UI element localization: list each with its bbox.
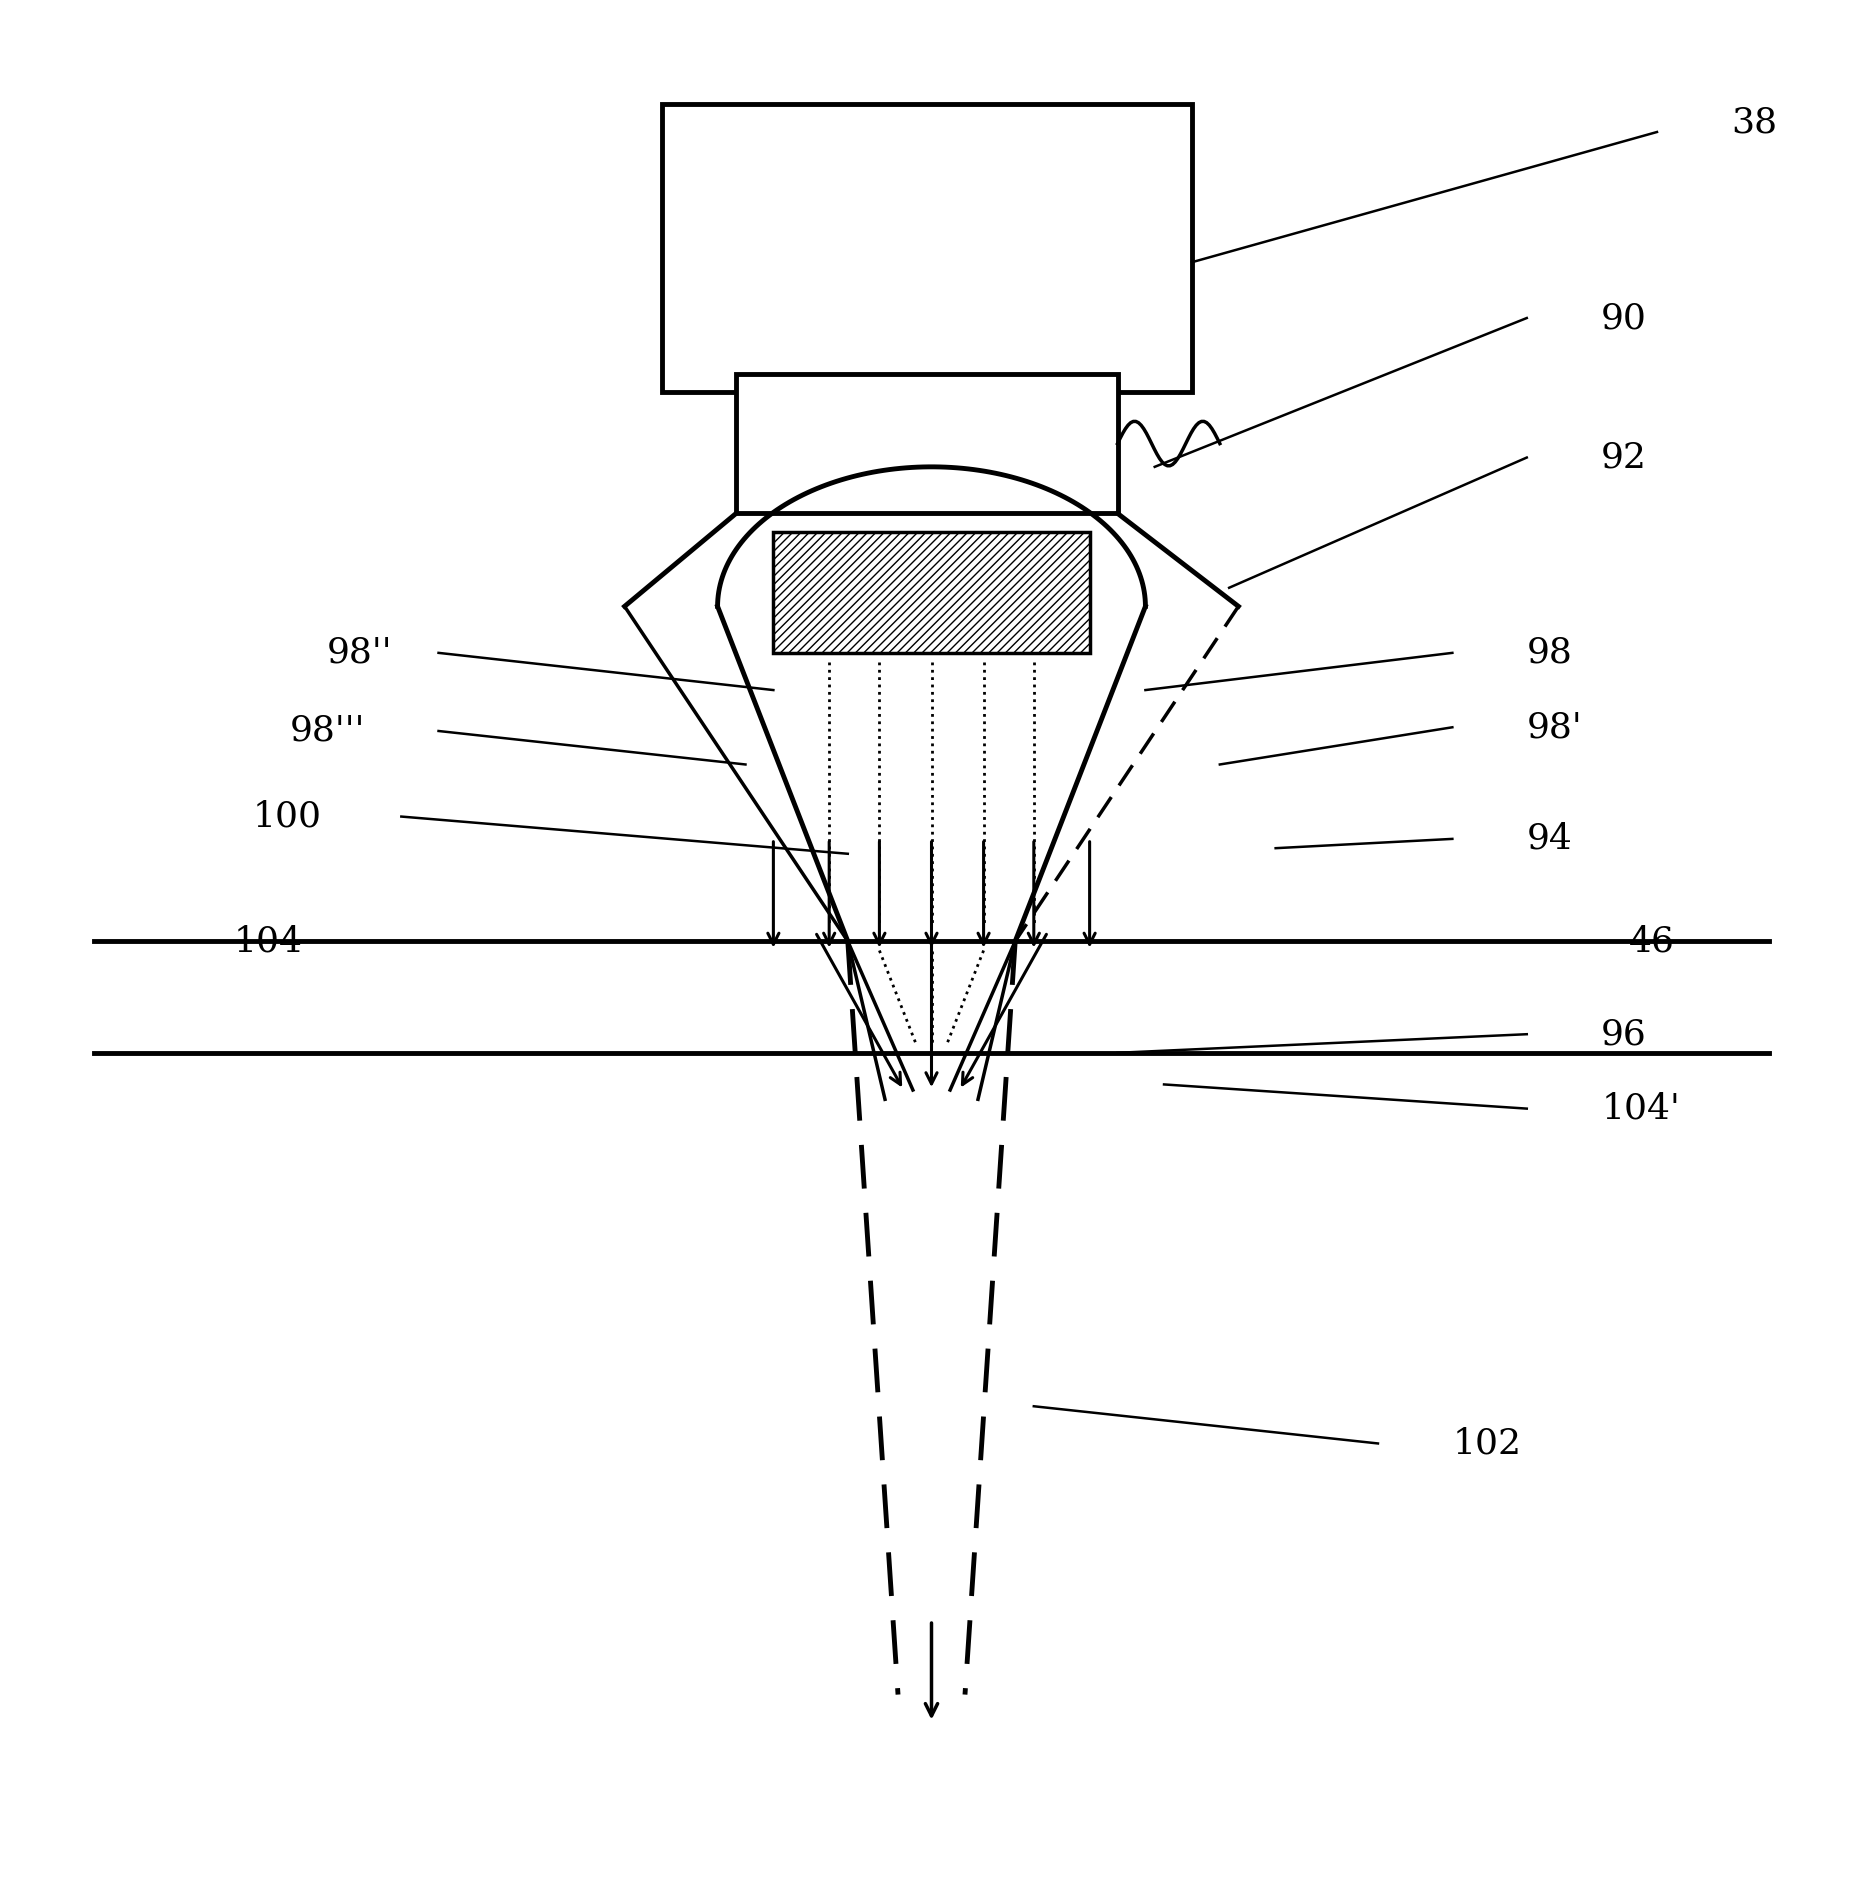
Bar (661, 105, 1192, 392)
Text: 94: 94 (1528, 821, 1572, 855)
Text: 104: 104 (235, 924, 304, 958)
Text: 104': 104' (1600, 1091, 1680, 1125)
Text: 90: 90 (1600, 300, 1647, 335)
Text: 98'': 98'' (326, 635, 393, 669)
Text: 102: 102 (1453, 1426, 1522, 1460)
Text: 38: 38 (1731, 106, 1777, 139)
Bar (773, 532, 1090, 652)
Text: 100: 100 (253, 800, 322, 833)
Text: 98: 98 (1528, 635, 1572, 669)
Bar (736, 374, 1118, 513)
Text: 98''': 98''' (291, 715, 365, 747)
Text: 96: 96 (1600, 1017, 1647, 1051)
Text: 92: 92 (1600, 441, 1647, 475)
Text: 46: 46 (1628, 924, 1675, 958)
Text: 98': 98' (1528, 711, 1582, 745)
